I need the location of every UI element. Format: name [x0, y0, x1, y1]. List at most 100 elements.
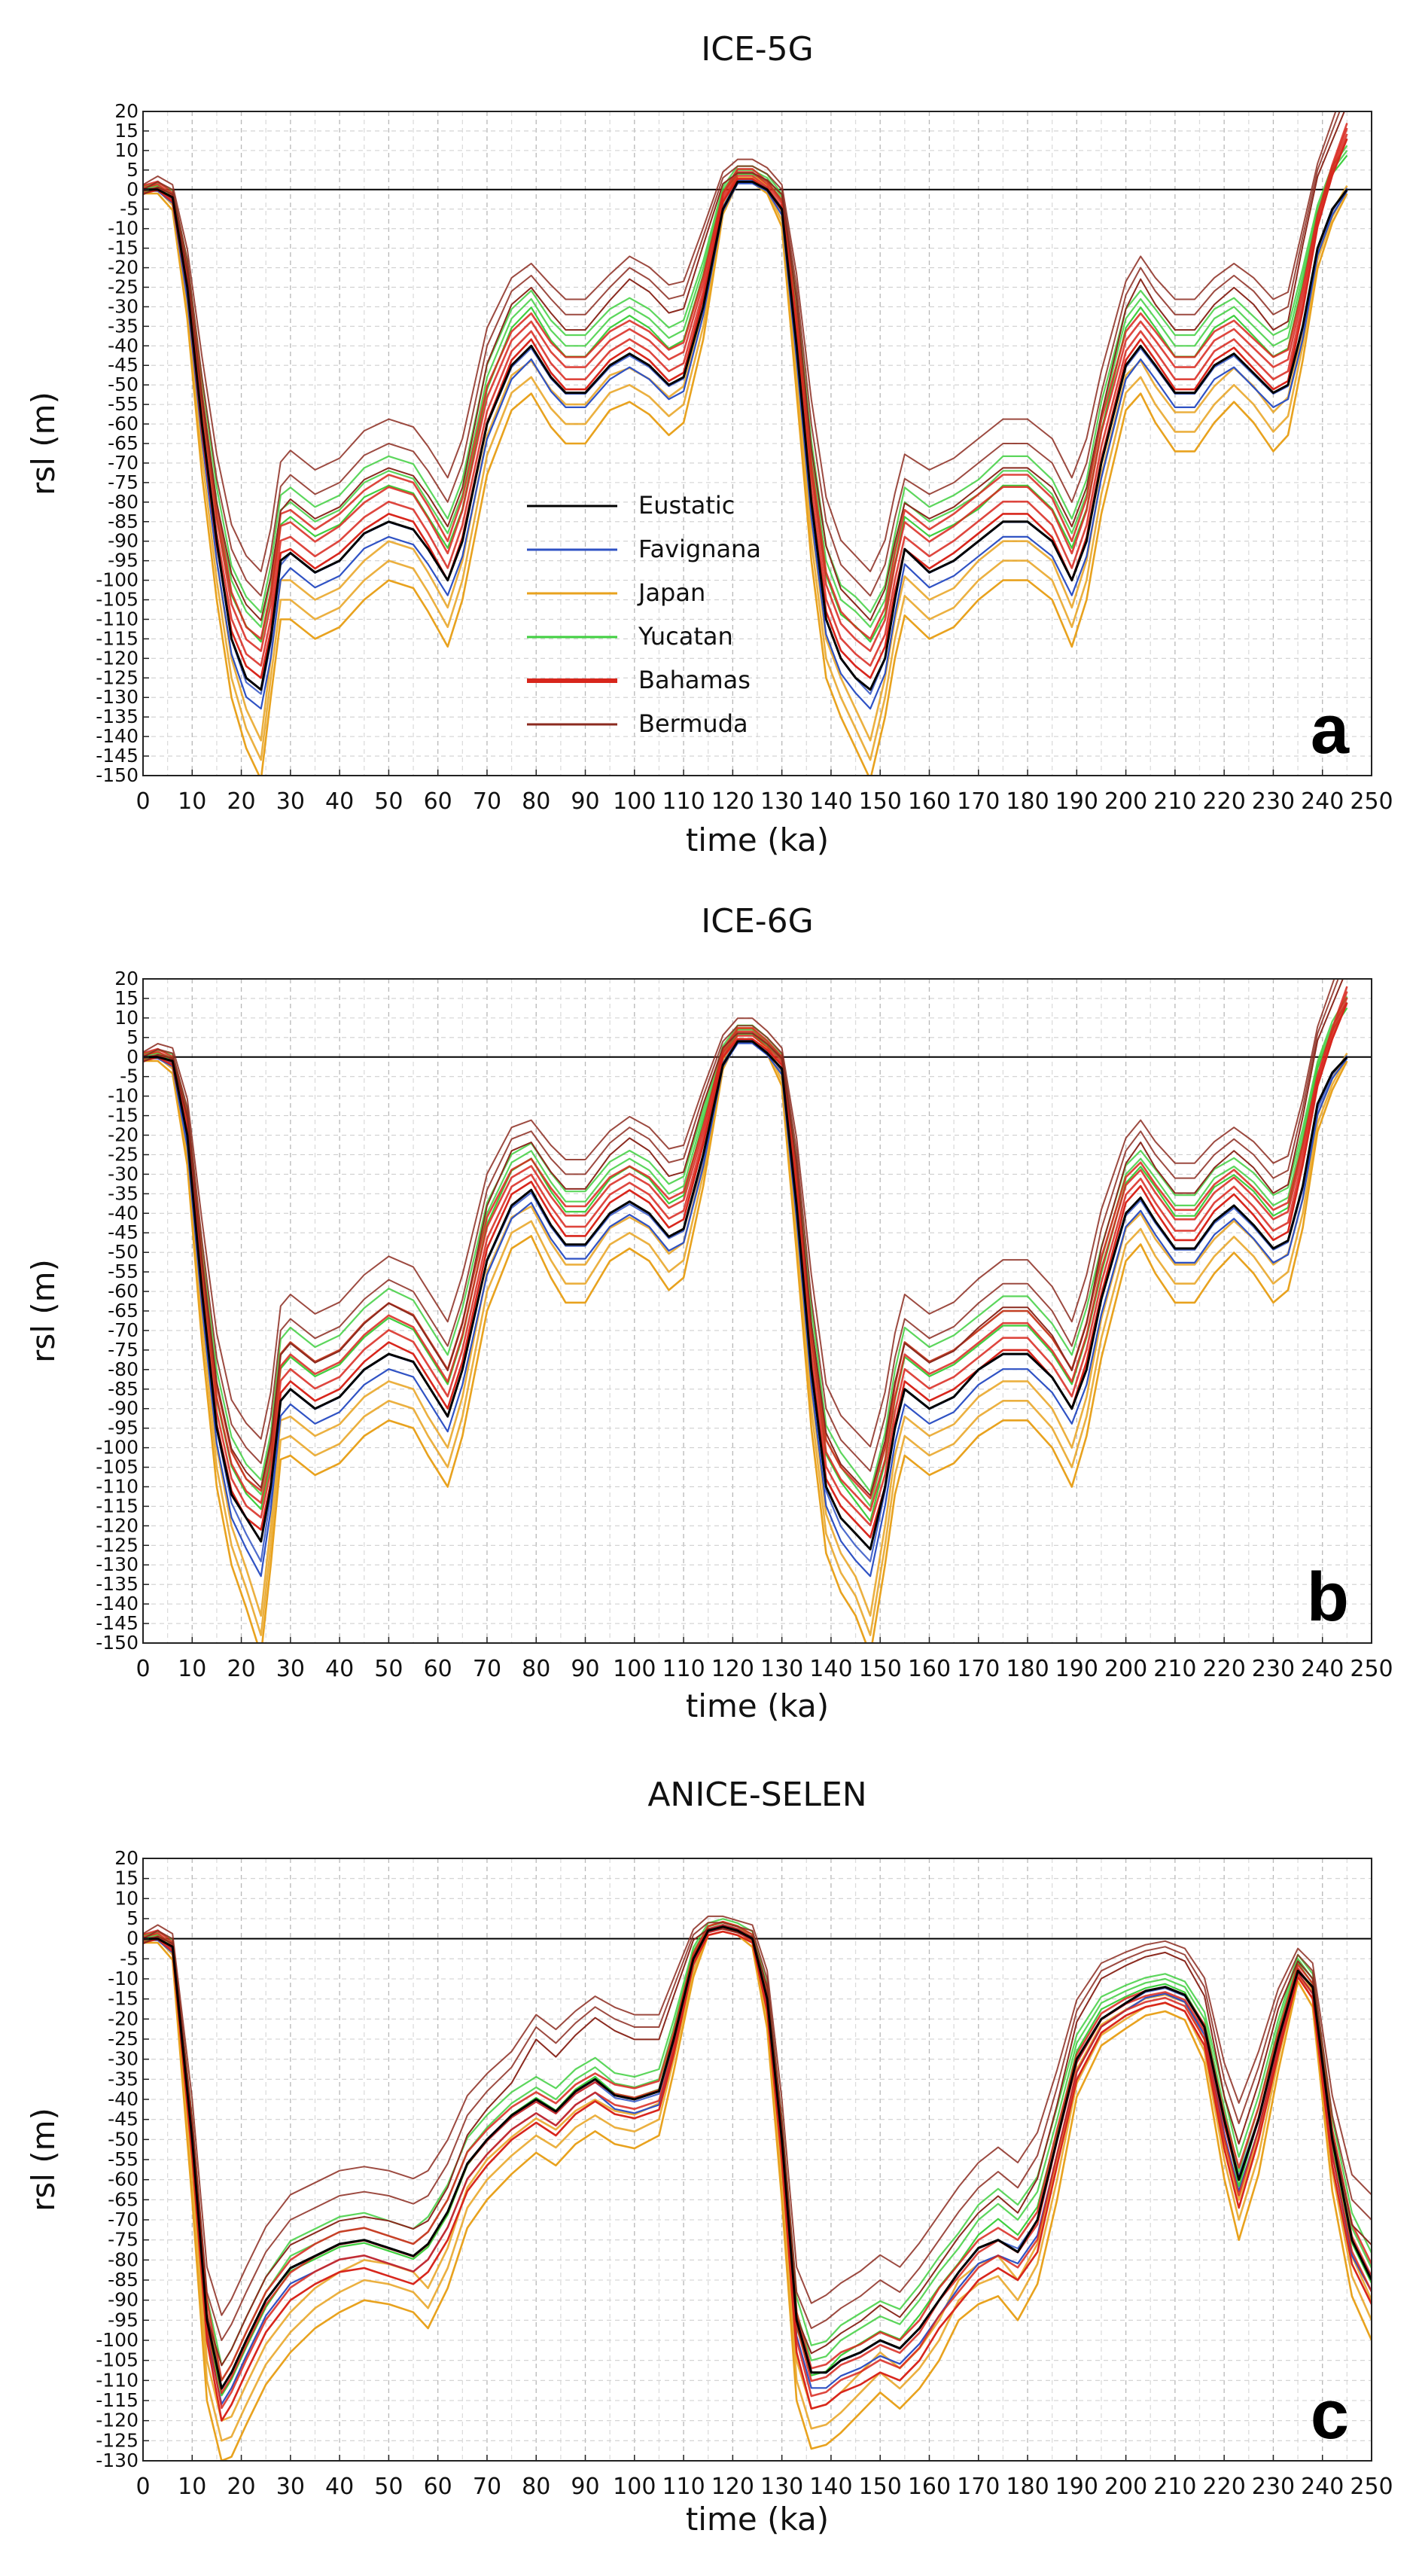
y-tick-label: -105 — [96, 2349, 139, 2371]
series-line-japan — [143, 176, 1348, 761]
legend-item-yucatan: Yucatan — [527, 622, 733, 651]
y-tick-label: -110 — [96, 2369, 139, 2391]
series-line-japan — [143, 1930, 1372, 2461]
series-line-bermuda — [143, 1922, 1372, 2341]
panel-title: ICE-6G — [701, 902, 813, 940]
x-tick-label: 150 — [859, 788, 902, 815]
y-tick-label: -30 — [108, 295, 139, 317]
y-tick-label: -60 — [108, 413, 139, 434]
y-tick-label: -85 — [108, 2269, 139, 2291]
y-tick-label: 20 — [114, 100, 139, 122]
y-tick-label: 15 — [114, 987, 139, 1009]
x-tick-label: 250 — [1350, 788, 1393, 815]
x-tick-label: 130 — [760, 1656, 803, 1682]
y-tick-label: -20 — [108, 2007, 139, 2029]
x-tick-label: 200 — [1104, 788, 1147, 815]
y-tick-label: -50 — [108, 1241, 139, 1263]
y-tick-label: -25 — [108, 1143, 139, 1165]
legend-label: Bermuda — [638, 709, 748, 738]
series-line-bermuda — [143, 111, 1345, 621]
legend-item-bahamas: Bahamas — [527, 666, 751, 694]
y-tick-label: 0 — [126, 178, 139, 200]
series-line-bermuda — [143, 979, 1344, 1497]
series-line-bahamas — [143, 133, 1348, 667]
series-line-bahamas — [143, 991, 1348, 1512]
x-tick-label: 80 — [522, 1656, 550, 1682]
y-tick-label: -120 — [96, 1514, 139, 1536]
y-tick-label: 20 — [114, 1847, 139, 1869]
y-tick-label: -15 — [108, 237, 139, 259]
x-tick-label: 180 — [1006, 2474, 1049, 2500]
panel-title: ANICE-SELEN — [647, 1776, 866, 1814]
x-tick-label: 190 — [1055, 788, 1098, 815]
y-tick-label: -40 — [108, 334, 139, 356]
x-tick-label: 90 — [571, 2474, 599, 2500]
y-tick-label: -135 — [96, 706, 139, 727]
legend-label: Yucatan — [638, 622, 733, 651]
y-axis-label: rsl (m) — [25, 392, 62, 495]
x-tick-label: 40 — [325, 788, 354, 815]
x-tick-label: 200 — [1104, 1656, 1147, 1682]
x-tick-label: 230 — [1252, 788, 1295, 815]
x-tick-label: 80 — [522, 2474, 550, 2500]
x-tick-label: 150 — [859, 2474, 902, 2500]
y-tick-label: 0 — [126, 1046, 139, 1068]
x-tick-label: 110 — [662, 788, 705, 815]
y-tick-label: -95 — [108, 1417, 139, 1439]
y-tick-label: -60 — [108, 2169, 139, 2190]
legend: Eustatic Favignana Japan Yucatan Bahamas Berm… — [527, 491, 761, 738]
y-tick-label: -100 — [96, 1437, 139, 1459]
y-tick-label: -125 — [96, 1534, 139, 1556]
x-tick-label: 100 — [613, 788, 656, 815]
x-tick-label: 150 — [859, 1656, 902, 1682]
x-tick-label: 210 — [1153, 1656, 1196, 1682]
x-tick-label: 50 — [374, 2474, 403, 2500]
series-line-bermuda — [143, 979, 1339, 1472]
y-tick-label: -35 — [108, 1182, 139, 1204]
x-tick-label: 210 — [1153, 788, 1196, 815]
legend-label: Eustatic — [638, 491, 735, 520]
x-tick-label: 100 — [613, 1656, 656, 1682]
x-tick-label: 180 — [1006, 1656, 1049, 1682]
x-tick-label: 170 — [957, 788, 1000, 815]
x-tick-label: 180 — [1006, 788, 1049, 815]
x-tick-label: 10 — [178, 2474, 206, 2500]
x-tick-label: 60 — [424, 1656, 452, 1682]
y-tick-label: -25 — [108, 276, 139, 297]
x-tick-label: 110 — [662, 1656, 705, 1682]
series-line-bermuda — [143, 1915, 1372, 2316]
y-tick-label: -10 — [108, 218, 139, 239]
x-tick-label: 0 — [136, 2474, 150, 2500]
x-tick-label: 20 — [227, 1656, 255, 1682]
y-tick-label: -45 — [108, 354, 139, 376]
y-tick-label: -110 — [96, 1475, 139, 1497]
x-tick-label: 220 — [1203, 1656, 1246, 1682]
series-line-favignana — [143, 1042, 1348, 1578]
series-group — [143, 979, 1348, 1643]
panel-title: ICE-5G — [701, 30, 813, 69]
series-line-bermuda — [143, 111, 1337, 572]
y-tick-label: 5 — [126, 1026, 139, 1048]
y-tick-label: -90 — [108, 2289, 139, 2311]
x-tick-label: 40 — [325, 2474, 354, 2500]
y-tick-label: -5 — [120, 1947, 139, 1969]
x-tick-label: 120 — [711, 788, 754, 815]
legend-label: Favignana — [638, 535, 761, 563]
y-tick-label: 15 — [114, 1867, 139, 1889]
series-group — [143, 1915, 1372, 2461]
y-tick-label: -5 — [120, 198, 139, 220]
y-tick-label: -120 — [96, 2410, 139, 2431]
y-tick-label: -140 — [96, 725, 139, 747]
x-tick-label: 140 — [809, 1656, 852, 1682]
y-tick-label: -35 — [108, 2068, 139, 2090]
y-tick-label: -105 — [96, 589, 139, 611]
x-tick-label: 220 — [1203, 2474, 1246, 2500]
x-tick-label: 170 — [957, 1656, 1000, 1682]
x-tick-label: 140 — [809, 2474, 852, 2500]
y-tick-label: 10 — [114, 1007, 139, 1029]
y-tick-label: -125 — [96, 666, 139, 688]
x-tick-label: 210 — [1153, 2474, 1196, 2500]
series-line-eustatic — [143, 1040, 1348, 1550]
y-tick-label: -70 — [108, 1319, 139, 1341]
